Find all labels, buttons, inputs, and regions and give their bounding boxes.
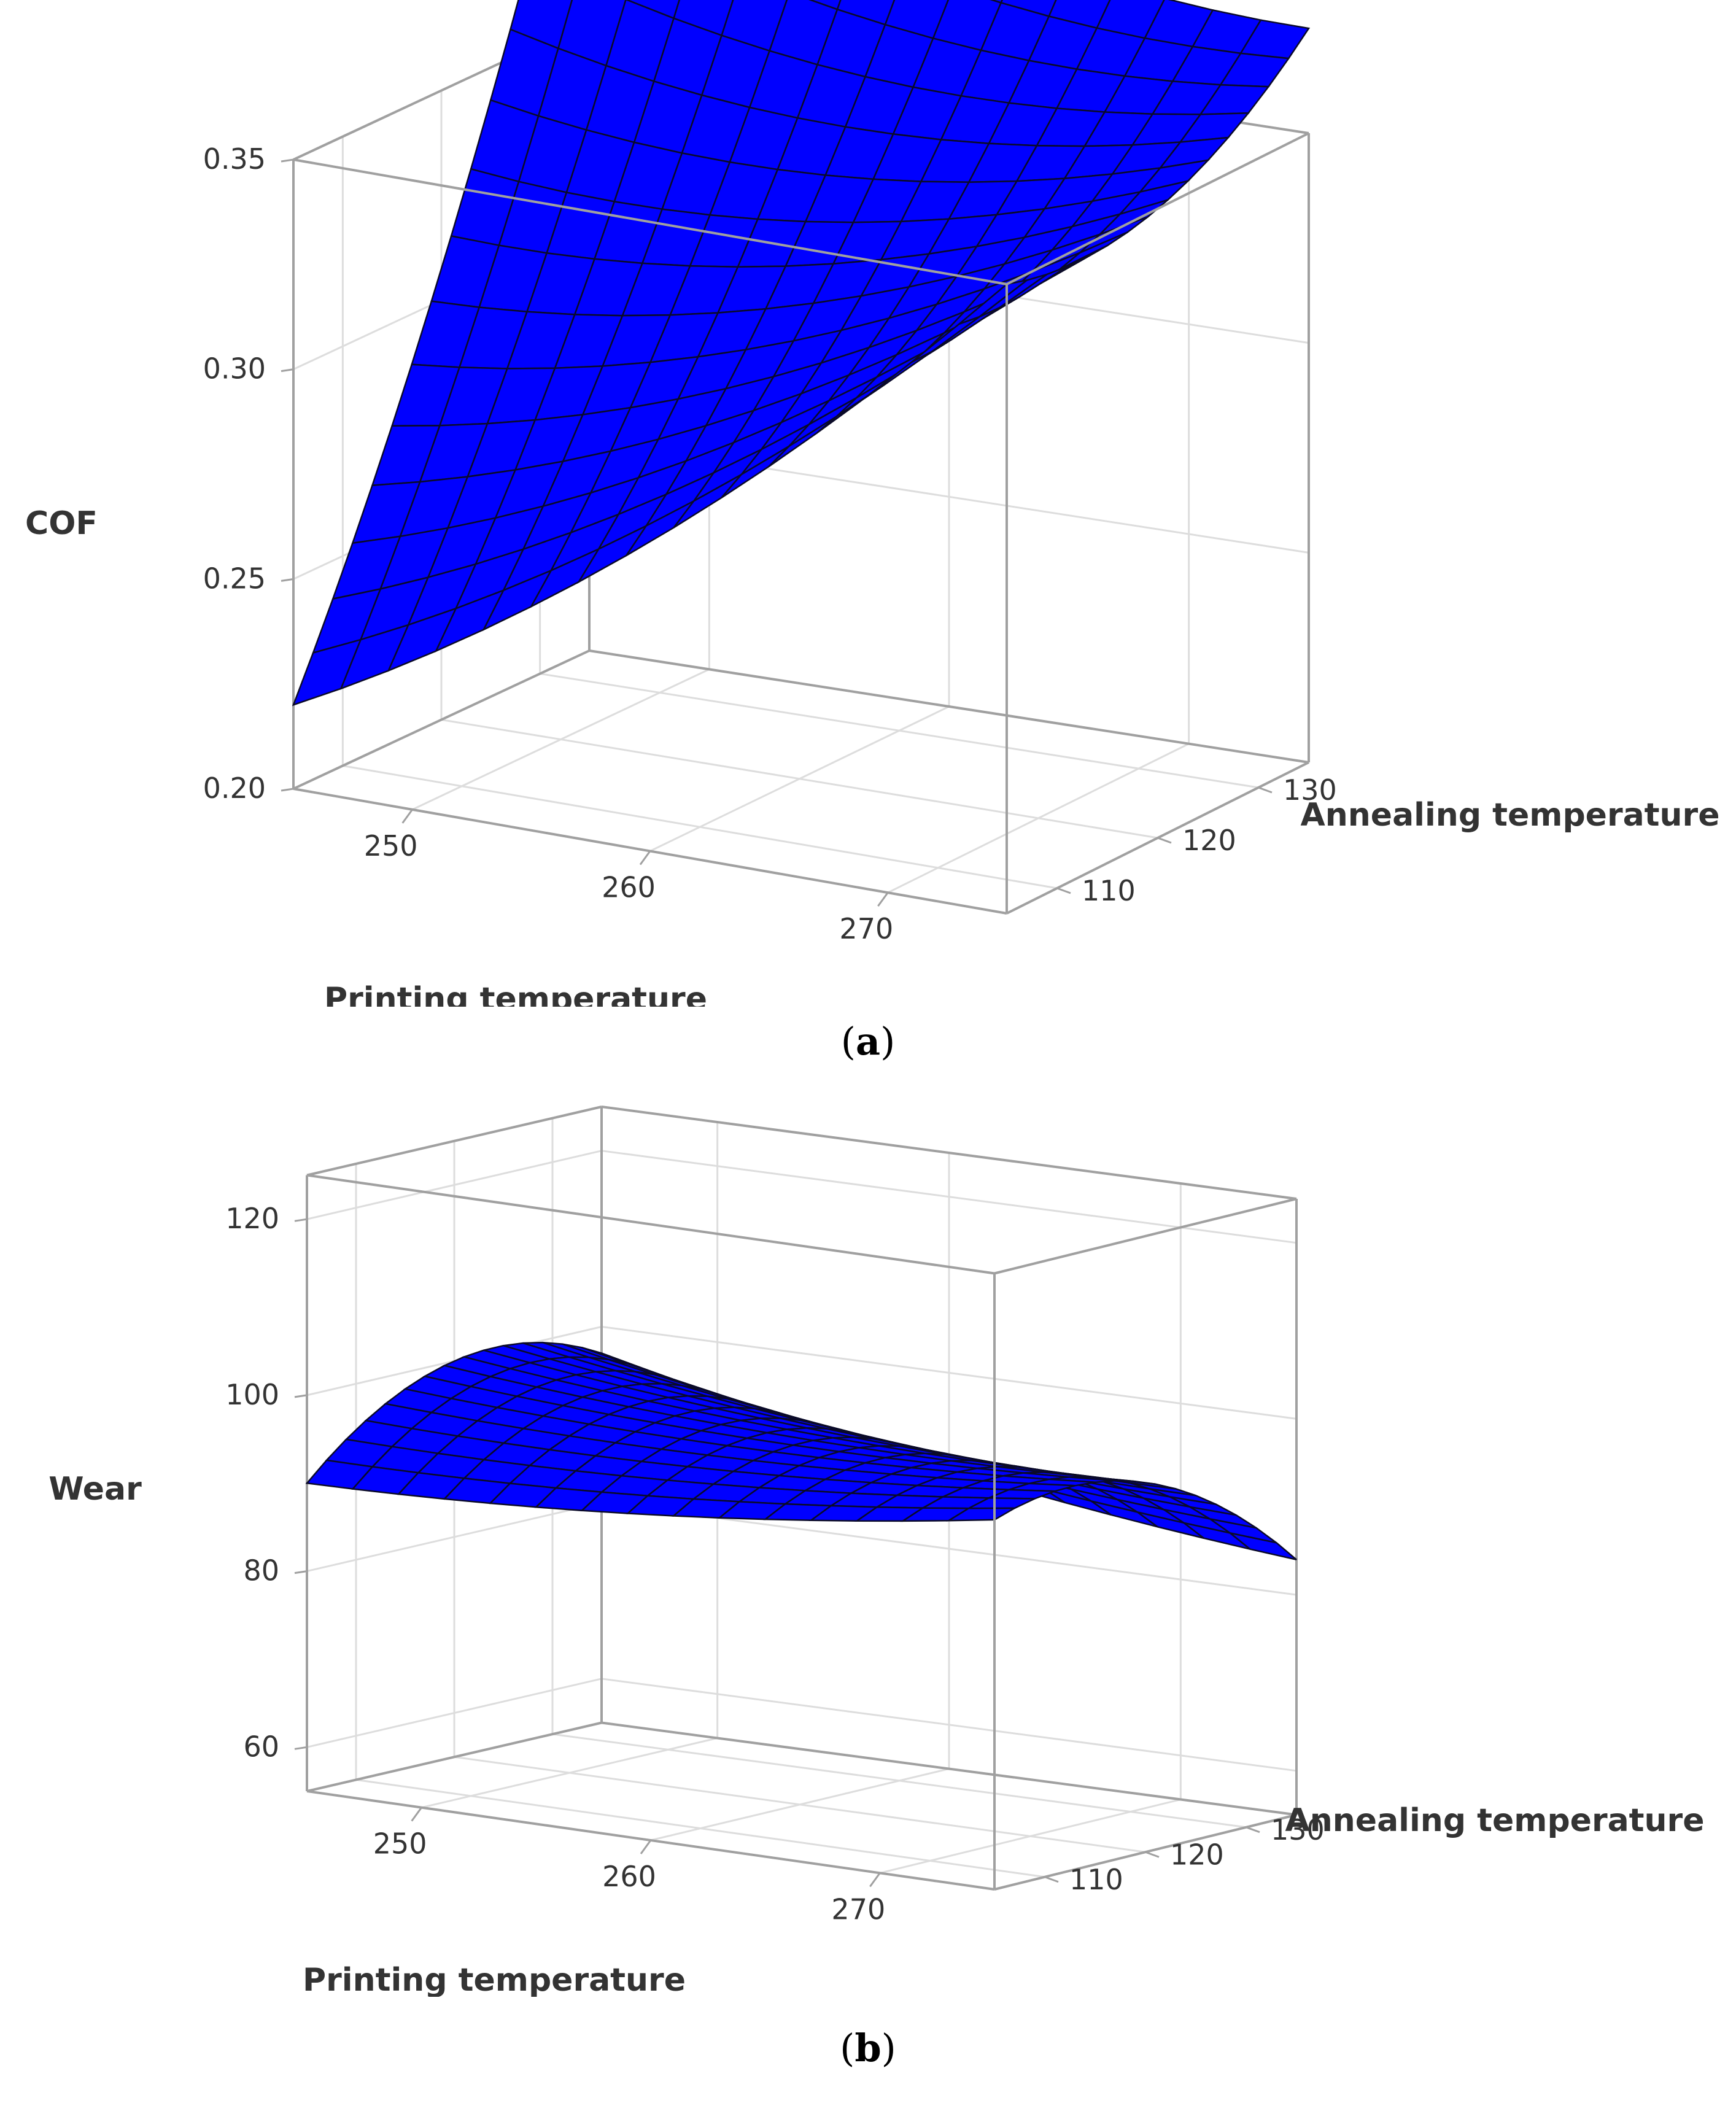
- x-tick-label: 270: [831, 1892, 885, 1926]
- z-tick-label: 80: [243, 1554, 279, 1587]
- z-tick-mark: [294, 1394, 308, 1398]
- x-tick-mark: [640, 1840, 652, 1854]
- x-axis-title: Printing temperature: [303, 1962, 686, 1997]
- y-tick-label: 110: [1082, 874, 1136, 907]
- bounding-box-front: [306, 1174, 1297, 1889]
- gridline-floor-y: [454, 1756, 1146, 1853]
- z-axis-title: Wear: [48, 1471, 142, 1508]
- z-tick-label: 100: [225, 1378, 279, 1411]
- gridline-floor-y: [355, 1778, 1045, 1878]
- y-tick-label: 130: [1283, 773, 1337, 807]
- y-tick-label: 120: [1182, 824, 1236, 857]
- gridline-left-z: [306, 1678, 602, 1748]
- x-tick-mark: [869, 1872, 881, 1888]
- z-tick-mark: [294, 1746, 308, 1750]
- gridline-floor-y: [343, 765, 1058, 889]
- x-tick-mark: [411, 1807, 422, 1822]
- z-tick-label: 0.35: [203, 142, 266, 176]
- gridline-floor-y: [552, 1733, 1247, 1829]
- z-tick-mark: [294, 1570, 308, 1574]
- x-tick-label: 260: [602, 1860, 656, 1893]
- y-tick-label: 130: [1271, 1813, 1325, 1846]
- box-edge-front: [994, 1198, 1297, 1275]
- z-tick-label: 0.20: [203, 772, 266, 805]
- box-edge: [601, 1721, 1297, 1816]
- box-edge-front: [1006, 132, 1309, 285]
- y-axis-title: Annealing temperature: [1285, 1802, 1705, 1839]
- bounding-box-front: [293, 132, 1309, 913]
- gridline-left-z: [306, 1501, 602, 1573]
- gridline-left-z: [306, 1150, 602, 1220]
- panel-caption-a: (a): [840, 1019, 896, 1064]
- panel-label-a: a: [855, 1019, 881, 1064]
- panel-caption-b: (b): [840, 2026, 896, 2070]
- surface-plot-cof: 0.20 0.25 0.30 0.35 250 260 270 110 120 130 Printi…: [25, 0, 1720, 1007]
- y-tick-mark: [1246, 1826, 1260, 1834]
- z-tick-label: 60: [243, 1730, 279, 1763]
- y-tick-mark: [1258, 786, 1273, 794]
- box-edge-front: [293, 158, 1007, 285]
- z-tick-mark: [281, 158, 294, 163]
- y-tick-label: 110: [1069, 1863, 1123, 1896]
- y-tick-mark: [1145, 1851, 1160, 1858]
- z-tick-mark: [281, 578, 294, 582]
- gridline-back-z: [601, 1325, 1297, 1420]
- gridline-floor-y: [540, 673, 1259, 789]
- gridline-back-z: [601, 1678, 1297, 1772]
- box-edge-front: [306, 1174, 995, 1275]
- x-tick-mark: [877, 892, 889, 907]
- surface-patch: [945, 1507, 1018, 1522]
- tick-labels: 60 80 100 120 250 260 270 110 120 130: [225, 1202, 1325, 1926]
- z-axis-title: COF: [25, 505, 98, 542]
- box-edge: [589, 649, 1309, 764]
- box-edge: [306, 1721, 602, 1792]
- y-tick-mark: [1157, 837, 1172, 844]
- y-axis-title: Annealing temperature: [1301, 797, 1720, 834]
- z-tick-mark: [294, 1218, 308, 1222]
- x-tick-label: 270: [839, 912, 893, 945]
- y-tick-mark: [1056, 887, 1071, 894]
- x-tick-mark: [401, 808, 413, 824]
- z-tick-label: 120: [225, 1202, 279, 1235]
- box-edge: [306, 1106, 602, 1177]
- x-tick-label: 250: [373, 1827, 427, 1861]
- x-axis-title: Printing temperature: [324, 981, 707, 1007]
- gridline-floor-y: [441, 719, 1158, 839]
- z-tick-mark: [281, 368, 294, 373]
- x-tick-label: 250: [364, 829, 418, 862]
- x-tick-label: 260: [602, 871, 656, 904]
- y-tick-label: 120: [1170, 1838, 1224, 1871]
- surface-mesh: [292, 0, 1311, 707]
- panel-label-b: b: [854, 2026, 882, 2070]
- surface-plot-wear: 60 80 100 120 250 260 270 110 120 130 Printing tem…: [48, 1106, 1705, 1997]
- z-tick-label: 0.30: [203, 352, 266, 385]
- x-tick-mark: [639, 850, 651, 866]
- surface-mesh: [305, 1341, 1297, 1561]
- box-edge: [601, 1106, 1297, 1200]
- tick-labels: 0.20 0.25 0.30 0.35 250 260 270 110 120 130: [203, 142, 1337, 945]
- box-edge: [293, 649, 590, 790]
- z-tick-label: 0.25: [203, 562, 266, 595]
- y-tick-mark: [1044, 1876, 1059, 1883]
- z-tick-mark: [281, 788, 294, 792]
- surface-patch: [958, 279, 1028, 325]
